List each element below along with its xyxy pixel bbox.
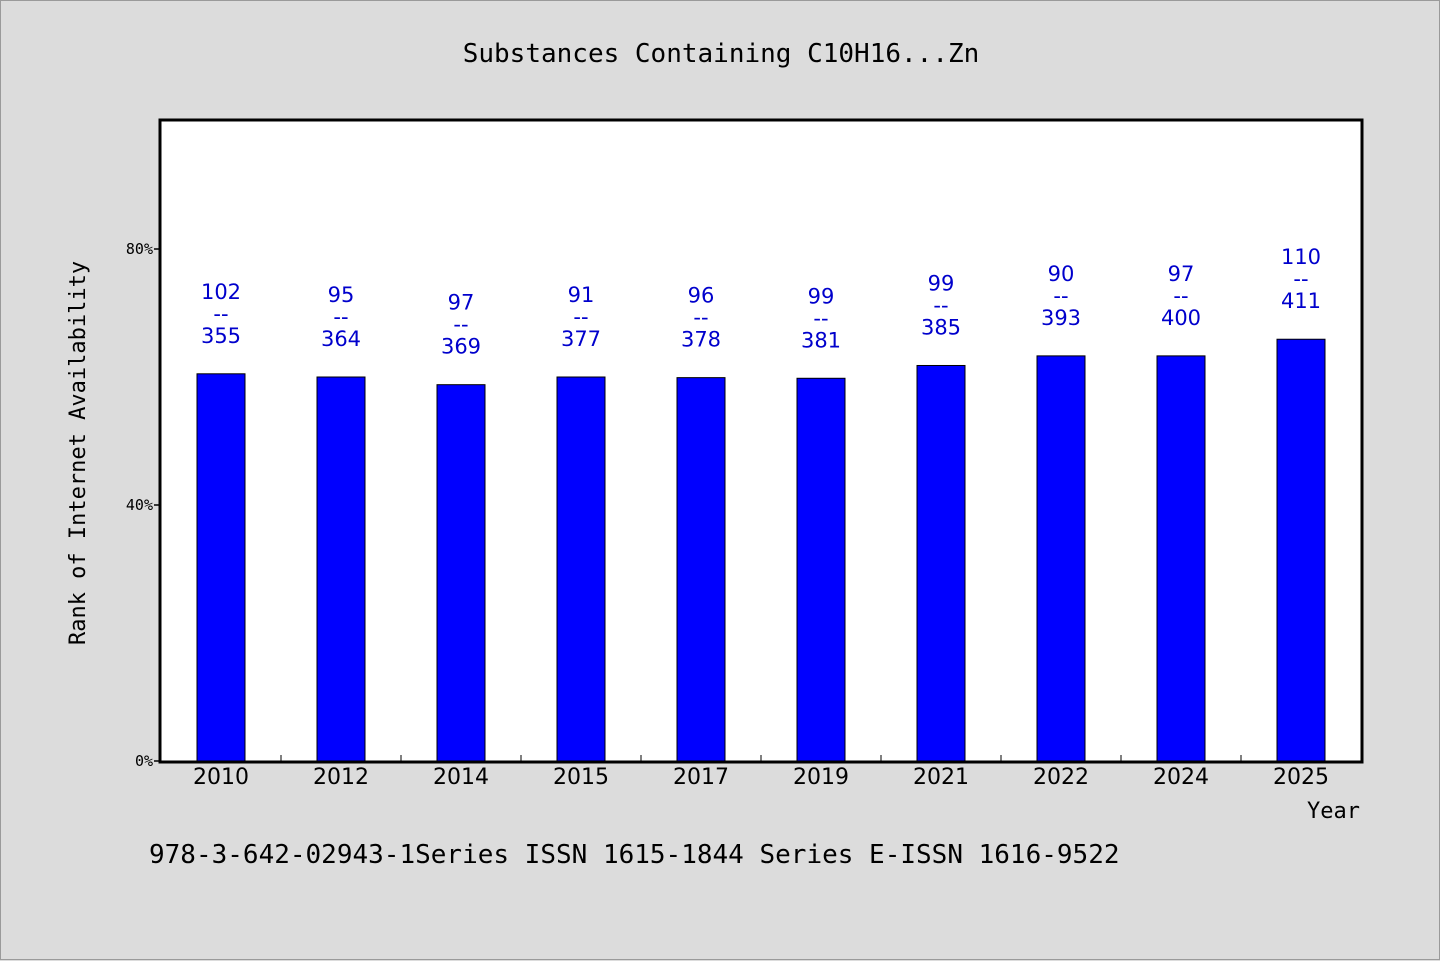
data-label-separator: -- — [693, 306, 708, 330]
data-label-separator: -- — [1053, 284, 1068, 308]
y-tick-label: 0% — [135, 752, 153, 770]
x-tick-label: 2015 — [553, 765, 609, 790]
data-label-bottom: 381 — [801, 328, 841, 352]
x-tick-label: 2012 — [313, 765, 369, 790]
footer-isbn-issn: 978-3-642-02943-1Series ISSN 1615-1844 S… — [149, 840, 1120, 870]
y-axis-title: Rank of Internet Availability — [66, 261, 91, 645]
x-tick-label: 2025 — [1273, 765, 1329, 790]
data-label-bottom: 400 — [1161, 306, 1201, 330]
x-axis-title: Year — [1307, 799, 1360, 824]
y-tick-label: 40% — [126, 496, 153, 514]
bar — [1276, 338, 1326, 762]
data-label-bottom: 369 — [441, 335, 481, 359]
data-label-top: 110 — [1281, 245, 1321, 269]
data-label-top: 97 — [1168, 262, 1195, 286]
bar — [436, 384, 486, 762]
data-label-separator: -- — [213, 302, 228, 326]
data-label-top: 95 — [328, 283, 355, 307]
data-label-top: 90 — [1048, 262, 1075, 286]
data-label-separator: -- — [573, 305, 588, 329]
bar — [1156, 355, 1206, 762]
bar — [916, 364, 966, 762]
data-label-separator: -- — [933, 293, 948, 317]
data-label-group: 102--35595--36497--36991--37796--37899--… — [201, 245, 1321, 358]
data-label-separator: -- — [333, 305, 348, 329]
x-tick-label: 2017 — [673, 765, 729, 790]
x-tick-label: 2024 — [1153, 765, 1209, 790]
data-label-bottom: 393 — [1041, 306, 1081, 330]
data-label-top: 99 — [808, 284, 835, 308]
bar — [556, 376, 606, 762]
data-label-bottom: 385 — [921, 315, 961, 339]
data-label-separator: -- — [453, 313, 468, 337]
data-label-bottom: 378 — [681, 328, 721, 352]
data-label-top: 96 — [688, 284, 715, 308]
x-axis: 2010 2012 2014 2015 2017 2019 2021 2022 2024 2025 — [193, 755, 1329, 790]
data-label-top: 99 — [928, 271, 955, 295]
data-label-bottom: 364 — [321, 327, 361, 351]
bar — [796, 377, 846, 762]
y-axis: 0% 40% 80% — [126, 240, 161, 770]
bar — [196, 373, 246, 762]
x-tick-label: 2021 — [913, 765, 969, 790]
y-tick-label: 80% — [126, 240, 153, 258]
data-label-top: 102 — [201, 280, 241, 304]
x-tick-label: 2019 — [793, 765, 849, 790]
x-tick-label: 2010 — [193, 765, 249, 790]
bar — [316, 376, 366, 762]
data-label-bottom: 411 — [1281, 289, 1321, 313]
bar — [1036, 355, 1086, 762]
data-label-top: 91 — [568, 283, 595, 307]
x-tick-label: 2022 — [1033, 765, 1089, 790]
x-tick-label: 2014 — [433, 765, 489, 790]
data-label-separator: -- — [813, 306, 828, 330]
bar — [676, 377, 726, 762]
bar-series — [196, 338, 1326, 762]
data-label-separator: -- — [1173, 284, 1188, 308]
data-label-top: 97 — [448, 291, 475, 315]
data-label-bottom: 355 — [201, 324, 241, 348]
chart-title: Substances Containing C10H16...Zn — [463, 39, 980, 69]
data-label-bottom: 377 — [561, 327, 601, 351]
data-label-separator: -- — [1293, 267, 1308, 291]
